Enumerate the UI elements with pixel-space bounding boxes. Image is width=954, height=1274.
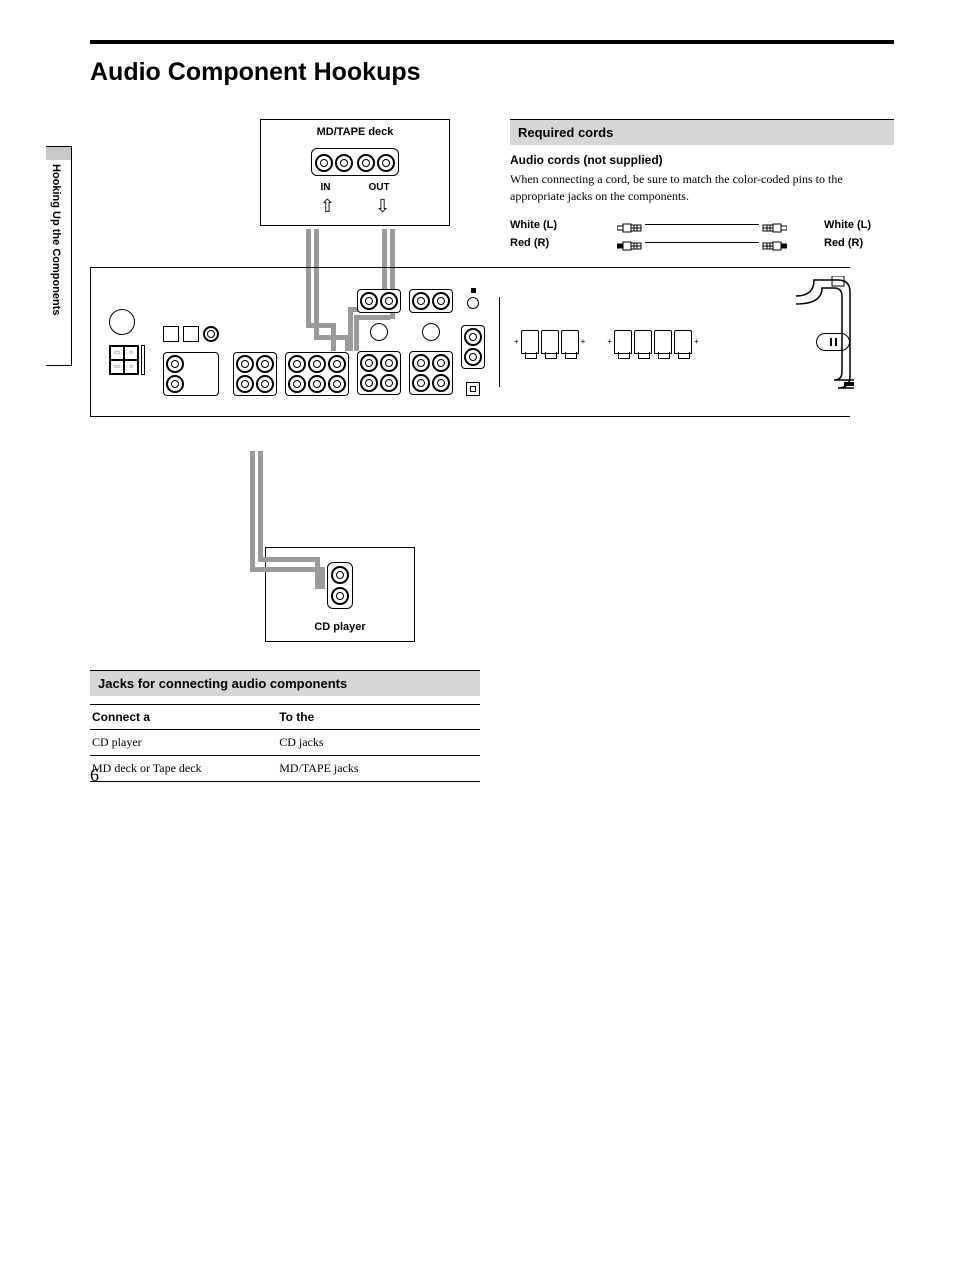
cable [250,451,255,571]
required-heading: Required cords [510,119,894,145]
jack-block [357,289,401,313]
table-row: CD player CD jacks [90,729,480,755]
arrow-down-icon: ⇩ [375,197,390,215]
jack-icon [467,297,479,309]
jack-block [163,352,219,396]
cable [258,557,320,562]
out-label: OUT [368,182,389,193]
cd-jacks [327,562,353,609]
jack-block [461,325,485,369]
cell: MD/TAPE jacks [277,755,480,781]
side-tab-highlight [46,146,72,160]
switch-group [163,326,219,342]
cell: CD jacks [277,729,480,755]
cell: CD player [90,729,277,755]
jack-block [409,289,453,313]
required-cords-section: Required cords Audio cords (not supplied… [510,119,894,255]
jack-block [285,352,349,396]
receiver-diagram: ▭○▭○ [90,267,894,642]
required-desc: When connecting a cord, be sure to match… [510,171,894,205]
col-header-tothe: To the [277,704,480,729]
deck-title: MD/TAPE deck [261,126,449,138]
top-rule [90,40,894,44]
cord-right-label: White (L) [824,219,894,231]
cord-left-label: White (L) [510,219,580,231]
cord-row-white: White (L) White (L) [510,219,894,231]
speaker-terminals-b: + + [607,330,698,354]
selector-icon: ▭○▭○ [109,345,139,375]
jack-icon [370,323,388,341]
hookup-diagram: MD/TAPE deck IN OUT ⇧ ⇩ [90,119,480,255]
md-tape-deck: MD/TAPE deck IN OUT ⇧ ⇩ [260,119,450,226]
cord-row-red: Red (R) Red (R) [510,237,894,249]
jack-block [409,351,453,395]
speaker-terminals-a: + + [514,330,585,354]
table-row: MD deck or Tape deck MD/TAPE jacks [90,755,480,781]
deck-jacks [311,148,399,176]
page-number: 6 [90,765,99,786]
required-sub: Audio cords (not supplied) [510,153,894,167]
jack-icon [422,323,440,341]
jacks-table: Connect a To the CD player CD jacks MD d… [90,704,480,782]
cable [258,451,263,561]
cable [320,567,325,589]
cable [250,567,320,572]
power-cord-icon [794,276,854,396]
cell: MD deck or Tape deck [90,755,277,781]
receiver-back-panel: ▭○▭○ [90,267,850,417]
cord-graphic [617,238,787,248]
jack-block [357,351,401,395]
plug-right-icon [759,238,787,248]
in-label: IN [320,182,330,193]
page-title: Audio Component Hookups [90,58,894,87]
cord-left-label: Red (R) [510,237,580,249]
plug-right-icon [759,220,787,230]
cord-right-label: Red (R) [824,237,894,249]
cd-title: CD player [266,621,414,633]
jacks-table-section: Jacks for connecting audio components Co… [90,670,480,782]
plug-left-icon [617,238,645,248]
jacks-heading: Jacks for connecting audio components [90,670,480,696]
col-header-connect: Connect a [90,704,277,729]
cord-graphic [617,220,787,230]
arrow-row: ⇧ ⇩ [261,197,449,215]
jack-block [233,352,277,396]
optical-icon [466,382,480,396]
plug-left-icon [617,220,645,230]
side-tab-label: Hooking Up the Components [50,164,62,316]
antenna-terminal-icon [109,309,135,335]
arrow-up-icon: ⇧ [320,197,335,215]
